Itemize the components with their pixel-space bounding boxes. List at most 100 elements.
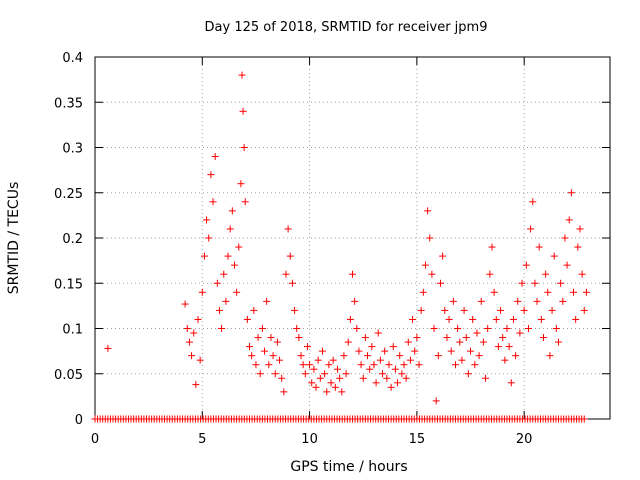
data-point (563, 261, 571, 269)
data-point (494, 343, 502, 351)
data-point (533, 297, 541, 305)
data-point (278, 374, 286, 382)
data-point (310, 365, 318, 373)
data-point (240, 144, 248, 151)
data-point (295, 334, 303, 342)
data-point (211, 153, 219, 161)
data-point (190, 329, 198, 337)
data-point (484, 325, 492, 332)
data-point (303, 343, 311, 351)
data-point (467, 347, 475, 355)
y-axis-label: SRMTID / TECUs (6, 182, 22, 295)
data-point (301, 370, 309, 378)
data-point (520, 306, 528, 314)
data-point (230, 261, 238, 269)
data-point (327, 379, 335, 387)
data-point (567, 189, 575, 197)
chart-title: Day 125 of 2018, SRMTID for receiver jpm… (205, 20, 488, 35)
plot-frame (94, 56, 611, 420)
data-point (578, 270, 586, 278)
data-point (381, 347, 389, 355)
data-point (505, 343, 513, 351)
data-point (413, 334, 421, 342)
data-point (284, 225, 292, 233)
data-point (359, 374, 367, 382)
data-point (456, 338, 464, 346)
data-point (546, 352, 554, 360)
data-point (409, 315, 417, 323)
y-tick-label: 0.3 (62, 142, 83, 157)
data-point (237, 180, 245, 188)
y-tick-label: 0.25 (54, 187, 83, 202)
data-point (333, 365, 341, 373)
data-point (265, 361, 273, 369)
data-point (471, 361, 479, 369)
y-tick-label: 0.35 (54, 96, 83, 111)
data-point (338, 388, 346, 396)
data-point (224, 252, 232, 260)
data-point (200, 252, 208, 260)
y-tick-label: 0.1 (62, 323, 83, 338)
data-point (336, 374, 344, 382)
data-point (312, 383, 320, 391)
data-point (374, 329, 382, 337)
data-point (419, 288, 427, 296)
data-point (288, 279, 296, 287)
data-point (215, 306, 223, 314)
data-point (297, 352, 305, 360)
data-point (316, 374, 324, 382)
data-point (383, 374, 391, 382)
data-point (238, 71, 246, 79)
x-tick-label: 15 (409, 432, 426, 447)
data-point (421, 261, 429, 269)
data-point (233, 288, 241, 296)
data-point (475, 352, 483, 360)
data-point (256, 370, 264, 378)
x-tick-label: 0 (91, 432, 99, 447)
data-point (220, 270, 228, 278)
baseline-point (580, 415, 588, 423)
data-point (439, 252, 447, 260)
data-point (314, 356, 322, 364)
data-point (349, 270, 356, 278)
data-point (565, 216, 573, 224)
data-point (226, 225, 234, 233)
data-point (394, 379, 402, 387)
data-point (464, 370, 472, 378)
data-point (385, 361, 393, 369)
data-markers (91, 71, 590, 423)
data-point (194, 315, 202, 323)
data-point (263, 297, 271, 305)
data-point (582, 288, 590, 296)
data-point (531, 279, 539, 287)
data-point (460, 306, 468, 314)
data-point (376, 356, 384, 364)
data-point (340, 352, 348, 360)
data-point (391, 365, 399, 373)
data-point (539, 334, 547, 342)
data-point (346, 315, 354, 323)
data-point (555, 338, 562, 346)
x-axis-label: GPS time / hours (290, 459, 407, 475)
data-point (351, 297, 359, 305)
data-point (254, 334, 262, 342)
data-point (241, 198, 249, 206)
data-point (387, 383, 395, 391)
data-point (441, 306, 449, 314)
data-point (318, 347, 326, 355)
data-point (398, 370, 406, 378)
data-point (188, 352, 196, 360)
data-point (430, 325, 438, 332)
data-point (293, 325, 301, 332)
data-point (276, 356, 284, 364)
data-point (273, 338, 281, 346)
data-point (436, 279, 444, 287)
data-point (447, 347, 455, 355)
data-point (561, 234, 569, 242)
y-tick-label: 0.05 (54, 368, 83, 383)
data-point (503, 325, 511, 332)
data-point (355, 347, 363, 355)
data-point (477, 297, 485, 305)
data-point (452, 361, 459, 369)
data-point (522, 261, 530, 269)
